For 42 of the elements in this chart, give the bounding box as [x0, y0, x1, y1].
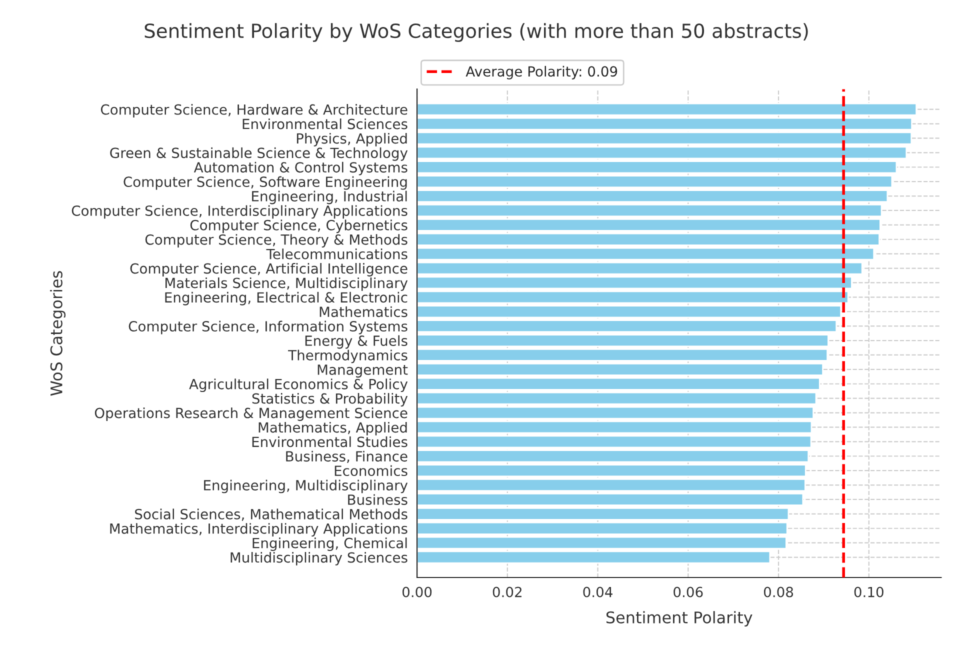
y-tick-label: Energy & Fuels: [305, 335, 408, 349]
y-tick-label: Statistics & Probability: [252, 393, 408, 406]
y-tick-label: Physics, Applied: [296, 132, 407, 146]
y-tick-label: Engineering, Electrical & Electronic: [165, 292, 408, 306]
y-tick-label: Engineering, Industrial: [252, 190, 407, 204]
y-tick-label: Multidisciplinary Sciences: [230, 552, 408, 566]
y-tick-label: Mathematics, Applied: [258, 422, 407, 436]
y-tick-label: Green & Sustainable Science & Technology: [110, 147, 408, 161]
y-tick-label: Engineering, Multidisciplinary: [204, 480, 408, 494]
y-tick-label: Agricultural Economics & Policy: [189, 378, 408, 392]
y-tick-label: Social Sciences, Mathematical Methods: [135, 508, 408, 521]
x-tick-label: 0.06: [674, 586, 703, 598]
y-tick-label: Environmental Sciences: [242, 118, 408, 130]
x-tick-label: 0.08: [764, 586, 794, 598]
legend-label: Average Polarity: 0.09: [466, 66, 618, 80]
chart-title: Sentiment Polarity by WoS Categories (with more than 50 abstracts): [144, 23, 808, 42]
y-tick-label: Computer Science, Software Engineering: [124, 176, 407, 190]
y-tick-label: Automation & Control Systems: [194, 162, 408, 176]
x-tick-label: 0.10: [854, 586, 884, 598]
y-axis-title: WoS Categories: [50, 271, 66, 396]
y-tick-label: Environmental Studies: [252, 436, 408, 448]
y-tick-label: Computer Science, Cybernetics: [190, 220, 408, 234]
y-tick-label: Materials Science, Multidisciplinary: [165, 277, 408, 291]
y-tick-label: Management: [318, 364, 408, 378]
y-tick-label: Operations Research & Management Science: [94, 407, 408, 421]
y-tick-label: Computer Science, Hardware & Architecture: [100, 104, 408, 118]
y-tick-label: Engineering, Chemical: [252, 538, 407, 551]
y-tick-label: Mathematics, Interdisciplinary Applications: [110, 523, 408, 537]
x-tick-label: 0.00: [402, 586, 432, 598]
y-tick-label: Computer Science, Information Systems: [128, 320, 408, 334]
x-axis-title: Sentiment Polarity: [606, 611, 752, 627]
y-tick-label: Computer Science, Interdisciplinary Applications: [72, 205, 408, 219]
y-tick-label: Telecommunications: [266, 248, 408, 260]
x-tick-label: 0.02: [492, 586, 522, 598]
x-tick-label: 0.04: [583, 586, 612, 598]
y-tick-label: Business: [348, 494, 408, 505]
y-tick-label: Thermodynamics: [288, 350, 408, 364]
y-tick-label: Mathematics: [320, 306, 408, 318]
y-tick-label: Computer Science, Theory & Methods: [145, 234, 408, 248]
y-tick-label: Economics: [334, 465, 408, 476]
y-tick-label: Business, Finance: [286, 450, 408, 464]
y-tick-label: Computer Science, Artificial Intelligence: [130, 263, 408, 276]
